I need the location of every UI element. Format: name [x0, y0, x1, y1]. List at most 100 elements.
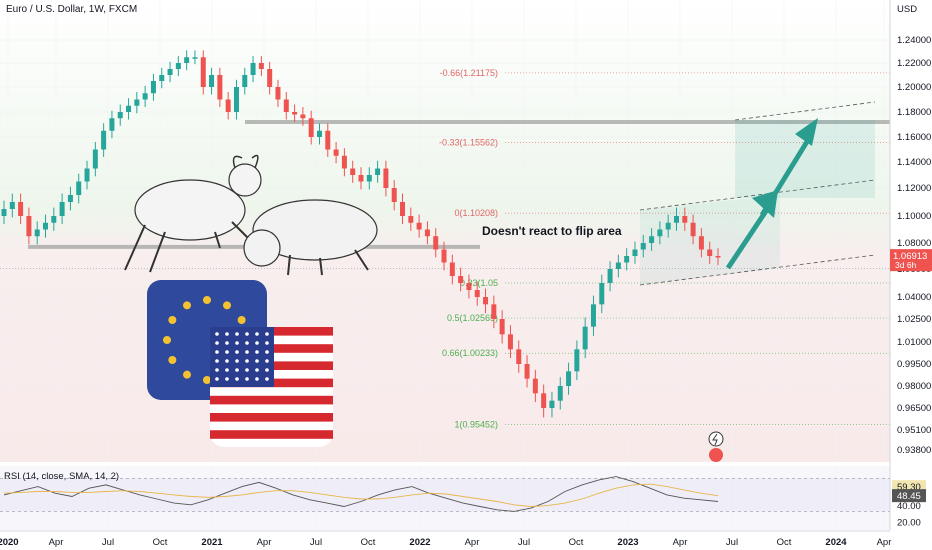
fib-label: -0.33(1.15562): [439, 137, 498, 147]
rsi-tick: 20.00: [897, 518, 921, 529]
y-tick-label: 0.96500: [897, 403, 931, 414]
us-star: [235, 368, 239, 372]
x-tick-label: Jul: [726, 537, 738, 548]
us-star: [265, 341, 269, 345]
candle-body: [599, 283, 605, 305]
x-tick-label: 2024: [825, 537, 847, 548]
candle-body: [192, 57, 198, 59]
candle-body: [665, 222, 671, 230]
current-price-tag: [890, 249, 932, 272]
candle-body: [615, 262, 621, 269]
candle-body: [59, 202, 65, 216]
eu-star: [168, 316, 177, 324]
us-star: [255, 377, 259, 381]
candle-body: [424, 229, 430, 237]
candle-body: [150, 81, 156, 94]
candle-body: [76, 181, 82, 195]
us-star: [225, 332, 229, 336]
us-star: [225, 341, 229, 345]
y-tick-label: 1.24000: [897, 35, 931, 46]
us-star: [235, 350, 239, 354]
candle-body: [142, 93, 148, 100]
rsi-pane[interactable]: RSI (14, close, SMA, 14, 2) 59.3048.4540.…: [0, 471, 926, 529]
y-tick-label: 1.22000: [897, 58, 931, 69]
candle-body: [316, 130, 322, 137]
us-star: [215, 359, 219, 363]
bear-legs: [287, 249, 369, 276]
x-tick-label: 2022: [409, 537, 430, 548]
candle-body: [1, 209, 7, 216]
us-star: [245, 377, 249, 381]
candle-body: [233, 87, 239, 112]
us-star: [225, 350, 229, 354]
x-tick-label: Oct: [777, 537, 792, 548]
fib-label: 0(1.10208): [454, 208, 498, 218]
candle-body: [557, 386, 563, 401]
us-star: [255, 368, 259, 372]
candle-body: [474, 290, 480, 297]
candle-body: [200, 57, 206, 87]
eu-star: [237, 316, 246, 324]
us-star: [215, 368, 219, 372]
candle-body: [358, 175, 364, 182]
us-star: [245, 341, 249, 345]
bear-head: [243, 229, 281, 267]
candle-body: [275, 87, 281, 100]
candle-body: [524, 364, 530, 379]
x-tick-label: Apr: [465, 537, 480, 548]
candle-body: [26, 216, 32, 237]
candle-body: [582, 326, 588, 350]
y-tick-label: 1.18000: [897, 107, 931, 118]
candle-body: [416, 222, 422, 230]
y-tick-label: 1.14000: [897, 157, 931, 168]
candle-body: [225, 99, 231, 112]
candle-body: [607, 269, 613, 283]
fib-label: 1(0.95452): [454, 419, 498, 429]
candle-body: [126, 105, 132, 112]
x-tick-label: Oct: [361, 537, 376, 548]
candle-body: [383, 168, 389, 188]
candle-body: [682, 216, 688, 223]
x-tick-label: Apr: [673, 537, 688, 548]
candle-body: [43, 222, 49, 230]
us-star: [245, 359, 249, 363]
y-tick-label: 0.99500: [897, 359, 931, 370]
candle-body: [466, 283, 472, 290]
eu-star: [168, 356, 177, 364]
candle-body: [391, 188, 397, 202]
grid: [0, 0, 890, 530]
candle-body: [375, 168, 381, 175]
us-star: [265, 332, 269, 336]
candle-body: [9, 202, 15, 209]
current-price-label: 1.06913: [893, 251, 927, 262]
bear-body: [252, 199, 378, 261]
y-axis: USD 1.24000 1.22000 1.20000 1.18000 1.16000 1.…: [889, 0, 932, 530]
candle-body: [408, 216, 414, 223]
candle-body: [366, 175, 372, 182]
candle-body: [92, 149, 98, 169]
candle-body: [184, 57, 190, 63]
candle-body: [499, 319, 505, 335]
x-axis: 2020 Apr Jul Oct 2021 Apr Jul Oct 2022 Apr Jul Oct 2…: [0, 530, 891, 548]
candles[interactable]: [1, 50, 721, 418]
us-star: [255, 341, 259, 345]
eu-star: [223, 301, 231, 310]
fib-levels: -0.66(1.21175) -0.33(1.15562) 0(1.10208) 0.…: [0, 68, 890, 429]
us-star: [235, 341, 239, 345]
y-tick-label: 0.98000: [897, 381, 931, 392]
channel-top: [639, 179, 876, 211]
candle-body: [458, 276, 464, 283]
candle-body: [333, 149, 339, 156]
y-tick-label: 0.95100: [897, 425, 931, 436]
eu-star: [183, 370, 191, 379]
candle-body: [549, 400, 555, 408]
candle-body: [632, 249, 638, 256]
rsi-series-sma: [3, 483, 719, 507]
countdown-label: 3d 6h: [895, 260, 917, 270]
us-stripe: [210, 430, 333, 439]
us-canton: [210, 327, 274, 387]
candle-body: [574, 349, 580, 372]
candle-body: [67, 195, 73, 202]
candle-body: [516, 349, 522, 364]
candle-body: [283, 99, 289, 112]
